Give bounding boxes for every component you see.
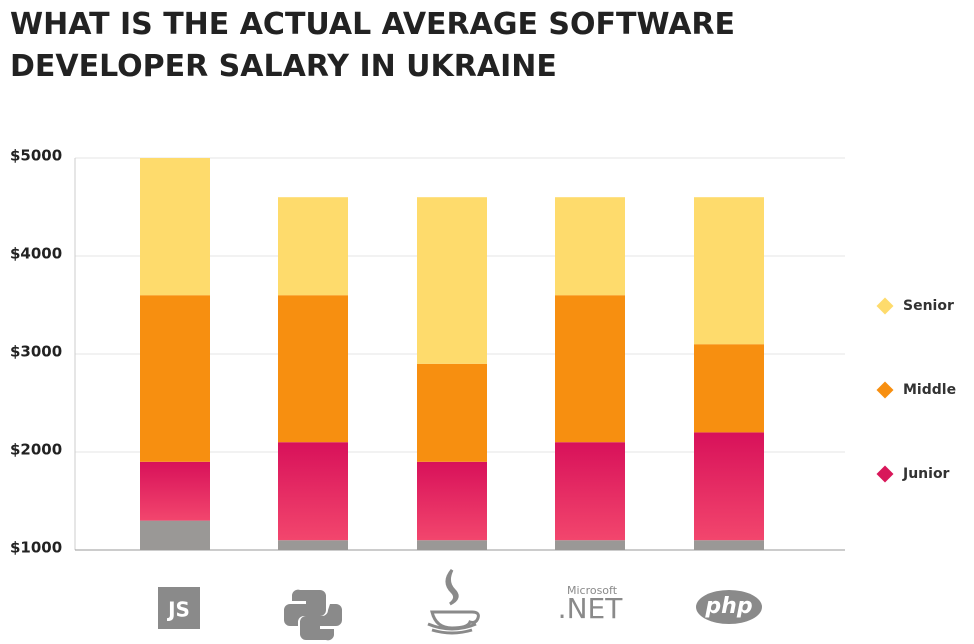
bar-segment [555, 197, 625, 296]
category-label: php [704, 594, 752, 619]
y-tick-label: $4000 [10, 245, 62, 263]
category-label: .NET [558, 592, 624, 625]
bar-segment [555, 540, 625, 550]
php-icon [696, 590, 762, 624]
category-label: JS [166, 598, 190, 622]
y-tick-label: $2000 [10, 441, 62, 459]
bar-segment [140, 520, 210, 550]
bar-segment [417, 540, 487, 550]
y-tick-label: $5000 [10, 147, 62, 165]
bar-segment [694, 344, 764, 433]
bar-segment [417, 363, 487, 462]
bar-segment [694, 432, 764, 541]
legend-label: Middle [903, 382, 956, 398]
y-tick-label: $3000 [10, 343, 62, 361]
js-icon [158, 587, 200, 629]
bar-segment [140, 295, 210, 462]
y-tick-label: $1000 [10, 539, 62, 557]
bar-segment [278, 442, 348, 541]
bar-segment [140, 461, 210, 521]
bar-segment [278, 295, 348, 443]
bar-segment [555, 442, 625, 541]
bar-segment [694, 540, 764, 550]
icons [158, 569, 762, 641]
bar-segment [417, 197, 487, 364]
bar-segment [278, 197, 348, 296]
legend-label: Senior [903, 298, 954, 314]
category-note: Microsoft [567, 584, 618, 597]
bar-segment [555, 295, 625, 443]
python-icon [284, 589, 342, 641]
bar-segment [417, 461, 487, 541]
chart-title: DEVELOPER SALARY IN UKRAINE [10, 49, 557, 84]
legend-label: Junior [902, 466, 950, 482]
bar-segment [694, 197, 764, 345]
java-icon [427, 569, 480, 635]
bar-segment [278, 540, 348, 550]
bar-segment [140, 158, 210, 296]
legend-swatch [876, 297, 894, 315]
chart-title: WHAT IS THE ACTUAL AVERAGE SOFTWARE [10, 7, 735, 42]
legend-swatch [876, 381, 894, 399]
legend-swatch [876, 465, 894, 483]
